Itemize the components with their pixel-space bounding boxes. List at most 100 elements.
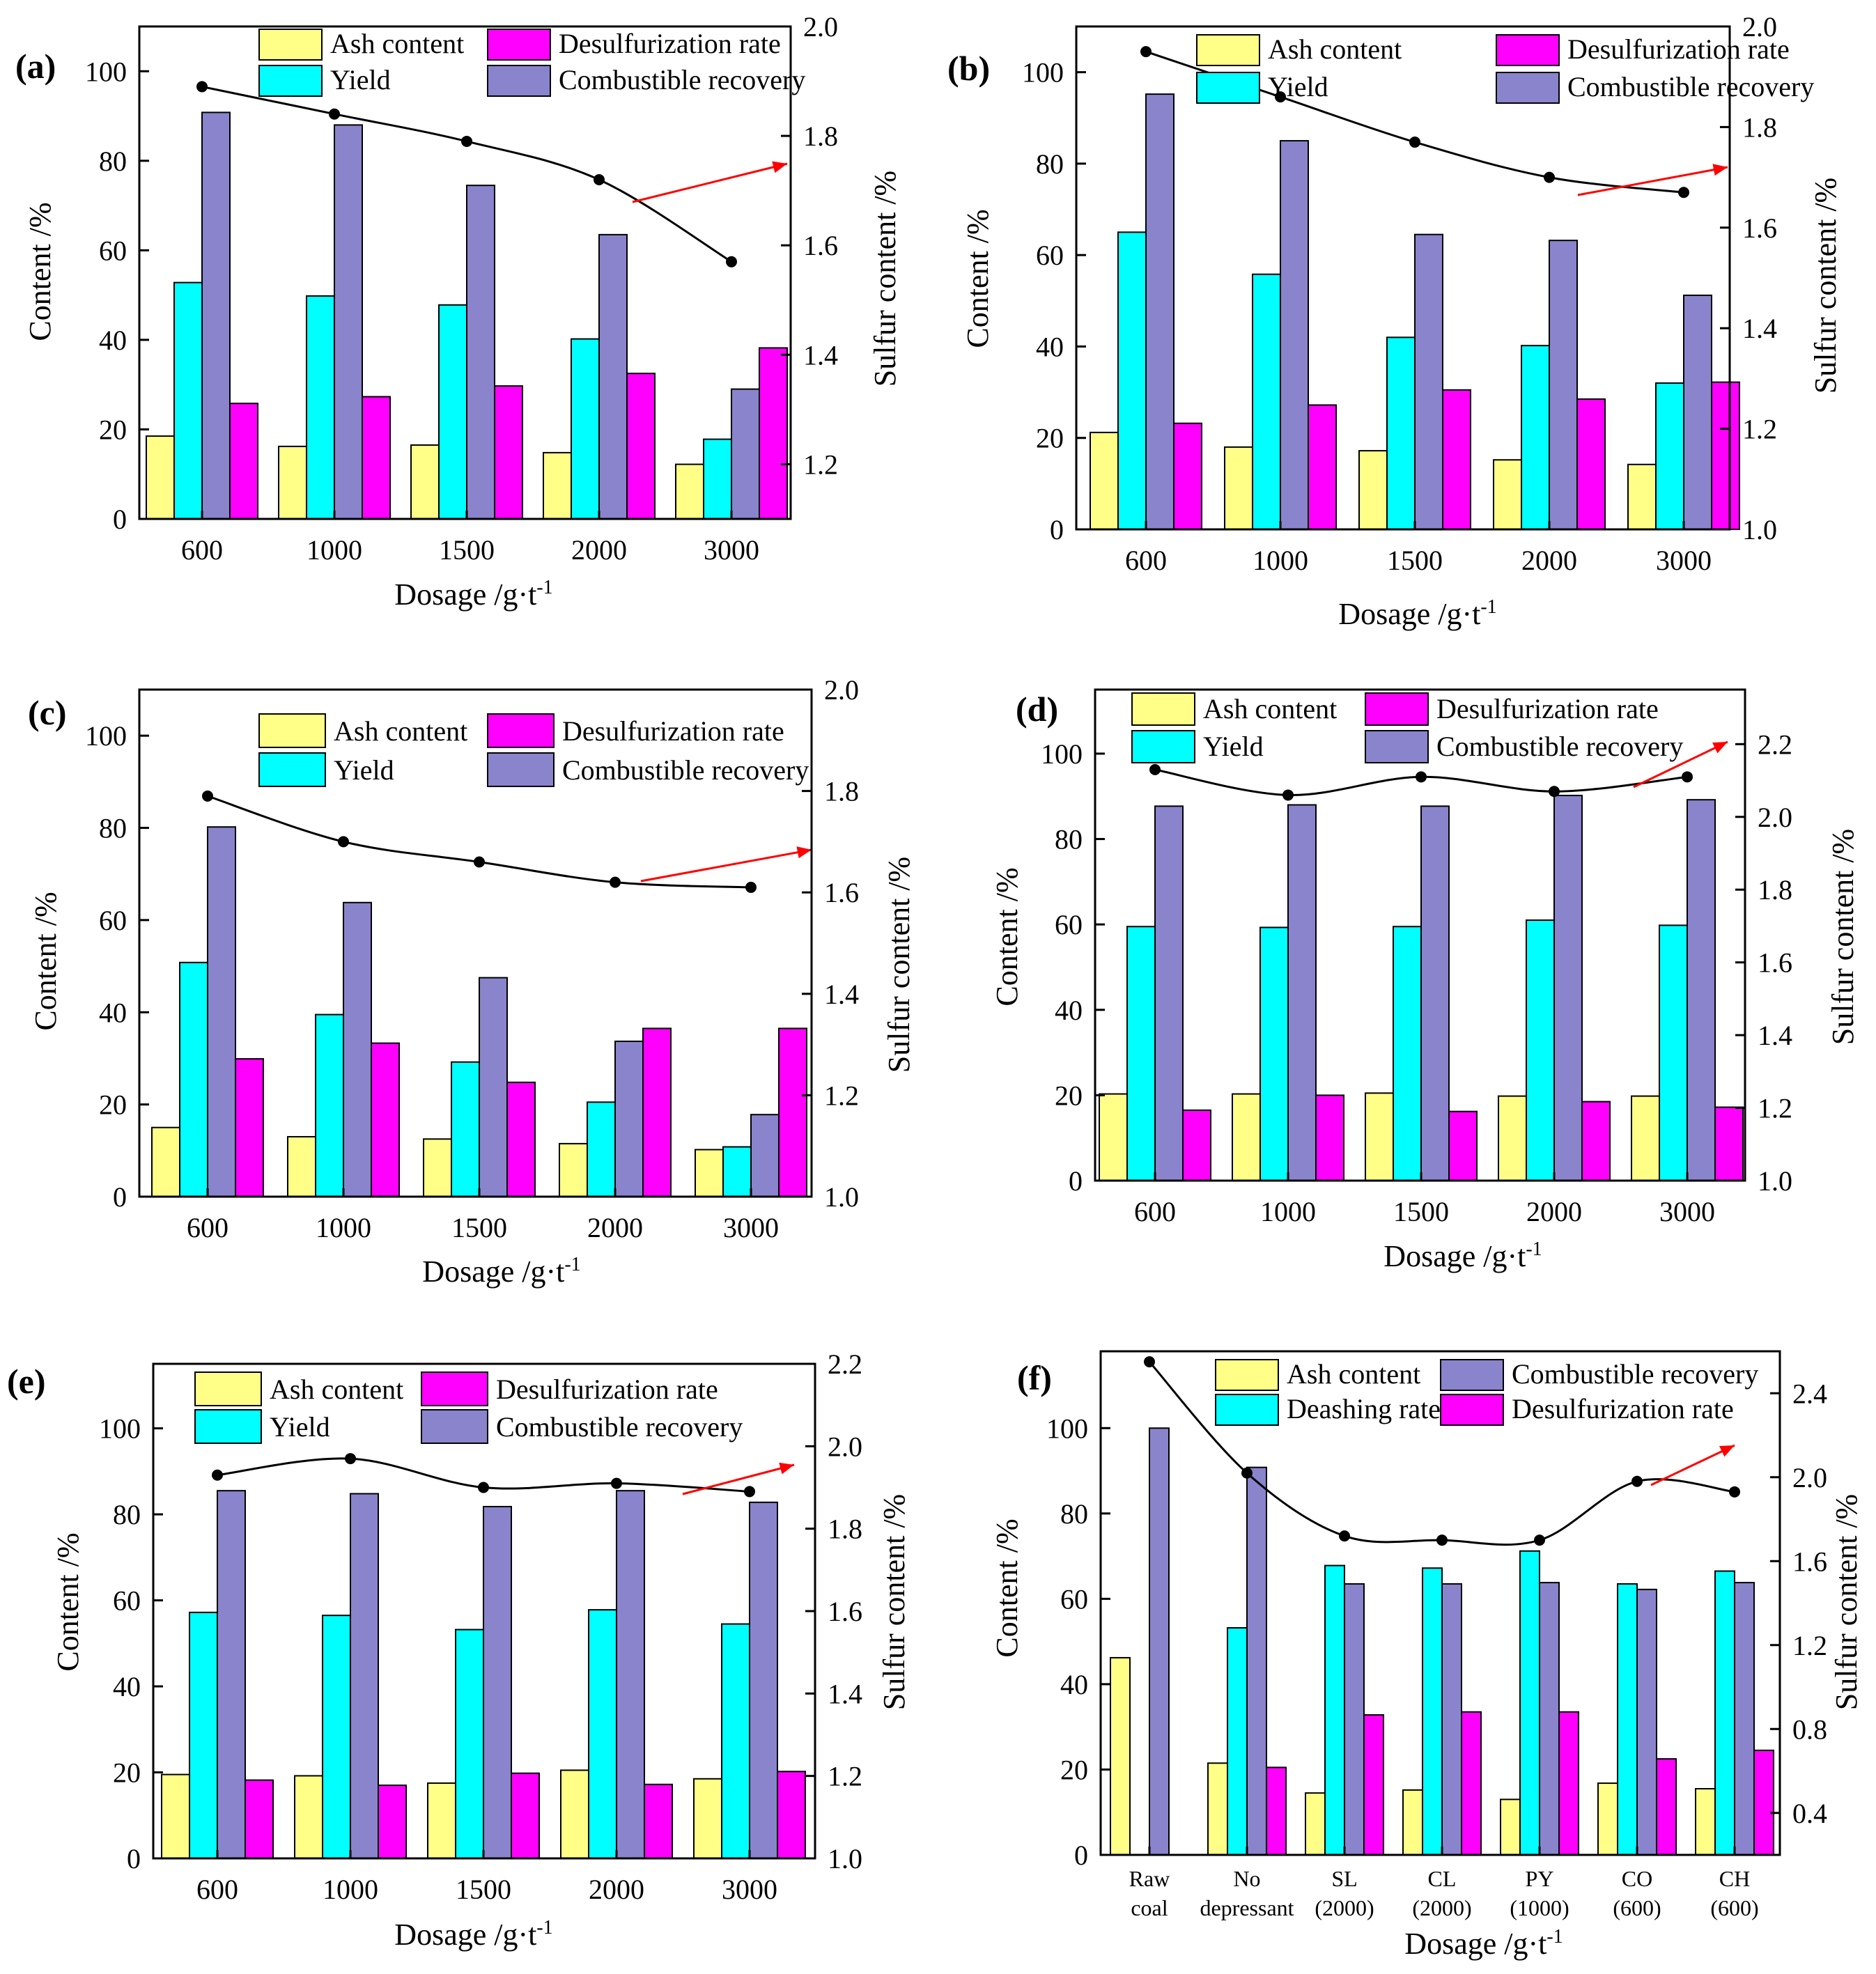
bar-yield-4 (1659, 924, 1688, 1182)
legend-label-desulfurization-rate: Desulfurization rate (1567, 33, 1790, 65)
bar-ash-content-0 (146, 435, 175, 520)
y2-axis-label: Sulfur content /% (1808, 178, 1843, 394)
arrow-head (1712, 742, 1728, 754)
panel-label: (c) (28, 693, 67, 732)
bar-desulfurization-rate-0 (229, 403, 258, 520)
legend-swatch-desulfurization-rate (1365, 692, 1429, 726)
bar-combustible-recovery-2 (479, 977, 508, 1197)
bar-combustible-recovery-0 (201, 111, 231, 520)
bar-combustible-recovery-3 (1549, 240, 1578, 530)
sulfur-point-0 (1140, 46, 1152, 58)
x-tick-label: 3000 (723, 1212, 779, 1243)
sulfur-point-0 (202, 790, 213, 802)
x-tick-label: 1500 (456, 1874, 511, 1905)
legend-label-combustible-recovery: Combustible recovery (1567, 71, 1814, 102)
sulfur-point-4 (744, 1486, 755, 1498)
y-tick-label: 60 (99, 235, 127, 266)
x-axis-label-sup: -1 (564, 1254, 580, 1275)
x-axis-label-sup: -1 (1546, 1926, 1563, 1948)
bar-yield-0 (1117, 231, 1147, 530)
y2-tick-label: 2.2 (828, 1349, 862, 1380)
bar-ash-content-2 (1305, 1792, 1326, 1856)
bar-desulfurization-rate-3 (644, 1783, 673, 1859)
panel-d: 0 20 40 60 80 100 1.0 1.2 1.4 1.6 1.8 2.0 2.2 600 1000… (990, 688, 1860, 1273)
sulfur-point-4 (726, 256, 737, 267)
y2-axis-label: Sulfur content /% (1826, 829, 1860, 1045)
legend-swatch-ash-content (258, 713, 326, 748)
y-tick-label: 80 (99, 813, 127, 844)
bar-combustible-recovery-4 (1687, 799, 1716, 1181)
legend-swatch-ash-content (194, 1371, 262, 1406)
x-tick-label: 2000 (589, 1874, 644, 1905)
sulfur-point-2 (1339, 1530, 1350, 1542)
bar-yield-2 (1393, 926, 1422, 1181)
y2-tick-label: 2.4 (1792, 1378, 1827, 1409)
y-tick-label: 100 (99, 1413, 141, 1445)
bar-desulfurization-rate-1 (371, 1042, 400, 1197)
y2-axis-label: Sulfur content /% (882, 857, 916, 1073)
y-tick-label: 20 (1060, 1754, 1088, 1785)
bar-ash-content-2 (1365, 1092, 1394, 1181)
bar-yield-0 (179, 961, 208, 1198)
bar-yield-2 (455, 1629, 484, 1860)
y2-axis-label: Sulfur content /% (1829, 1494, 1863, 1710)
plot-frame (138, 688, 813, 1198)
x-tick-label: Raw (1129, 1866, 1170, 1891)
x-tick-label: SL (1331, 1866, 1357, 1891)
y-tick-label: 20 (1055, 1080, 1083, 1111)
x-tick-label: 2000 (1526, 1196, 1582, 1227)
bar-yield-3 (587, 1101, 616, 1197)
legend-label-deashing-rate: Deashing rate (1287, 1393, 1441, 1424)
x-tick-label: depressant (1200, 1895, 1294, 1920)
x-tick-label: (600) (1613, 1895, 1661, 1920)
sulfur-point-5 (1631, 1475, 1643, 1487)
bar-combustible-recovery-3 (614, 1040, 644, 1198)
bar-desulfurization-rate-1 (1315, 1094, 1344, 1182)
legend-swatch-desulfurization-rate (487, 29, 551, 61)
y-tick-label: 80 (1055, 824, 1083, 855)
bar-ash-content-1 (1224, 446, 1253, 531)
y2-tick-label: 1.4 (828, 1678, 862, 1709)
y2-tick-label: 1.4 (1758, 1020, 1792, 1051)
y-tick-label: 100 (85, 56, 127, 87)
legend-swatch-yield (1196, 72, 1260, 104)
legend-label-desulfurization-rate: Desulfurization rate (496, 1374, 718, 1405)
x-axis-label-text: Dosage /g·t (1383, 1239, 1526, 1273)
bar-desulfurization-rate-1 (378, 1785, 407, 1859)
legend-swatch-combustible-recovery (421, 1409, 488, 1444)
y-tick-label: 80 (99, 146, 127, 177)
bar-desulfurization-rate-4 (1558, 1711, 1579, 1856)
bar-desulfurization-rate-2 (494, 385, 523, 520)
bar-ash-content-4 (1631, 1095, 1660, 1182)
x-tick-label: CO (1622, 1866, 1652, 1891)
legend-label-yield: Yield (270, 1411, 330, 1443)
bar-ash-content-0 (161, 1773, 190, 1859)
y2-axis-label: Sulfur content /% (868, 171, 902, 387)
sulfur-point-3 (1549, 786, 1560, 798)
y2-tick-label: 1.2 (824, 1080, 859, 1111)
x-tick-label: 600 (1134, 1196, 1176, 1227)
y2-tick-label: 1.6 (1792, 1546, 1827, 1577)
bar-ash-content-3 (1493, 459, 1522, 530)
y2-tick-label: 1.2 (803, 449, 838, 480)
x-axis-label-text: Dosage /g·t (394, 1918, 536, 1952)
bar-combustible-recovery-5 (1636, 1588, 1657, 1856)
legend-label-combustible-recovery: Combustible recovery (1512, 1358, 1758, 1390)
legend-label-ash-content: Ash content (1203, 693, 1337, 724)
sulfur-point-0 (1144, 1356, 1155, 1368)
bar-desulfurization-rate-3 (626, 373, 656, 520)
bar-desulfurization-rate-2 (1442, 389, 1471, 530)
x-tick-label: CH (1719, 1866, 1750, 1891)
bar-desulfurization-rate-1 (1266, 1766, 1287, 1856)
panel-f: 0 20 40 60 80 100 0.4 0.8 1.2 1.6 2.0 2.4 Raw coal No d… (990, 1350, 1863, 1961)
legend-swatch-combustible-recovery (1365, 730, 1429, 763)
sulfur-axis-arrow (1650, 1444, 1735, 1486)
y-tick-label: 80 (113, 1499, 141, 1530)
sulfur-point-2 (1409, 137, 1420, 148)
y-tick-label: 60 (113, 1585, 141, 1617)
bar-deashing-rate-3 (1422, 1567, 1443, 1856)
x-axis-label: Dosage /g·t-1 (394, 1917, 552, 1952)
legend-swatch-yield (258, 752, 326, 787)
y-axis-label: Content /% (990, 867, 1024, 1006)
